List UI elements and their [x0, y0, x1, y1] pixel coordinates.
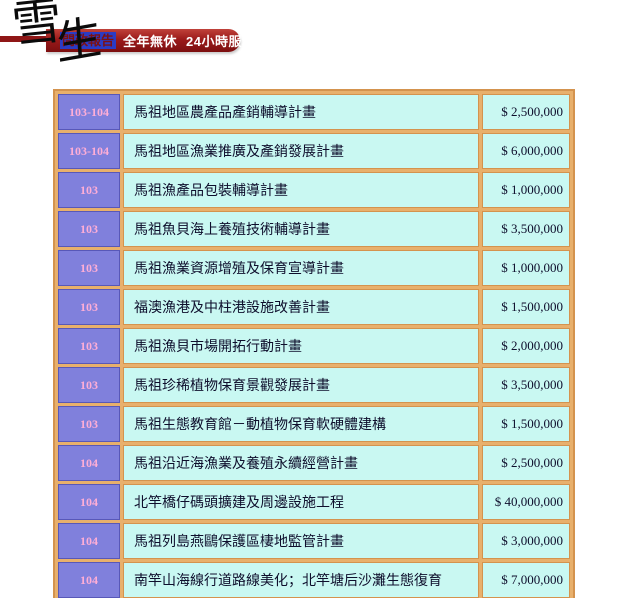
table-row: 103 馬祖魚貝海上養殖技術輔導計畫 $ 3,500,000 — [58, 211, 570, 247]
calligraphy-logo: 雪生 — [9, 0, 108, 71]
report-badge: 問政報告 — [60, 32, 117, 49]
amount-cell: $ 2,000,000 — [482, 328, 570, 364]
year-cell: 104 — [58, 562, 120, 598]
project-title-cell: 北竿橋仔碼頭擴建及周邊設施工程 — [123, 484, 479, 520]
year-cell: 103 — [58, 211, 120, 247]
year-cell: 103-104 — [58, 133, 120, 169]
amount-cell: $ 1,000,000 — [482, 250, 570, 286]
year-cell: 104 — [58, 484, 120, 520]
amount-cell: $ 3,500,000 — [482, 367, 570, 403]
table-row: 103 馬祖漁產品包裝輔導計畫 $ 1,000,000 — [58, 172, 570, 208]
table-row: 103 馬祖漁貝市場開拓行動計畫 $ 2,000,000 — [58, 328, 570, 364]
project-title-cell: 馬祖漁貝市場開拓行動計畫 — [123, 328, 479, 364]
amount-cell: $ 1,500,000 — [482, 289, 570, 325]
amount-cell: $ 2,500,000 — [482, 445, 570, 481]
year-cell: 103 — [58, 367, 120, 403]
project-title-cell: 馬祖魚貝海上養殖技術輔導計畫 — [123, 211, 479, 247]
amount-cell: $ 6,000,000 — [482, 133, 570, 169]
table-row: 103-104 馬祖地區農產品產銷輔導計畫 $ 2,500,000 — [58, 94, 570, 130]
amount-cell: $ 1,000,000 — [482, 172, 570, 208]
banner-slogan: 全年無休 24小時服務 — [123, 31, 255, 50]
amount-cell: $ 7,000,000 — [482, 562, 570, 598]
banner-slogan-part2: 24小時服務 — [186, 34, 256, 49]
table-row: 104 馬祖沿近海漁業及養殖永續經營計畫 $ 2,500,000 — [58, 445, 570, 481]
project-title-cell: 福澳漁港及中柱港設施改善計畫 — [123, 289, 479, 325]
budget-table: 103-104 馬祖地區農產品產銷輔導計畫 $ 2,500,000 103-10… — [53, 89, 575, 598]
year-cell: 103-104 — [58, 94, 120, 130]
project-title-cell: 馬祖沿近海漁業及養殖永續經營計畫 — [123, 445, 479, 481]
table-row: 103 福澳漁港及中柱港設施改善計畫 $ 1,500,000 — [58, 289, 570, 325]
year-cell: 103 — [58, 289, 120, 325]
report-banner: 問政報告 全年無休 24小時服務 — [46, 29, 255, 52]
amount-cell: $ 3,500,000 — [482, 211, 570, 247]
table-row: 104 北竿橋仔碼頭擴建及周邊設施工程 $ 40,000,000 — [58, 484, 570, 520]
year-cell: 103 — [58, 172, 120, 208]
project-title-cell: 馬祖漁業資源增殖及保育宣導計畫 — [123, 250, 479, 286]
project-title-cell: 馬祖地區農產品產銷輔導計畫 — [123, 94, 479, 130]
year-cell: 103 — [58, 406, 120, 442]
amount-cell: $ 3,000,000 — [482, 523, 570, 559]
table-row: 104 南竿山海線行道路線美化；北竿塘后沙灘生態復育 $ 7,000,000 — [58, 562, 570, 598]
year-cell: 104 — [58, 523, 120, 559]
budget-table-body: 103-104 馬祖地區農產品產銷輔導計畫 $ 2,500,000 103-10… — [58, 94, 570, 598]
project-title-cell: 馬祖地區漁業推廣及產銷發展計畫 — [123, 133, 479, 169]
table-row: 103 馬祖漁業資源增殖及保育宣導計畫 $ 1,000,000 — [58, 250, 570, 286]
banner-slogan-part1: 全年無休 — [123, 34, 178, 49]
table-row: 104 馬祖列島燕鷗保護區棲地監管計畫 $ 3,000,000 — [58, 523, 570, 559]
year-cell: 103 — [58, 328, 120, 364]
amount-cell: $ 2,500,000 — [482, 94, 570, 130]
table-row: 103-104 馬祖地區漁業推廣及產銷發展計畫 $ 6,000,000 — [58, 133, 570, 169]
year-cell: 103 — [58, 250, 120, 286]
year-cell: 104 — [58, 445, 120, 481]
table-row: 103 馬祖生態教育館－動植物保育軟硬體建構 $ 1,500,000 — [58, 406, 570, 442]
project-title-cell: 馬祖珍稀植物保育景觀發展計畫 — [123, 367, 479, 403]
table-row: 103 馬祖珍稀植物保育景觀發展計畫 $ 3,500,000 — [58, 367, 570, 403]
logo-character-2: 生 — [54, 8, 104, 72]
amount-cell: $ 40,000,000 — [482, 484, 570, 520]
project-title-cell: 馬祖漁產品包裝輔導計畫 — [123, 172, 479, 208]
banner-rule — [0, 36, 72, 42]
project-title-cell: 馬祖生態教育館－動植物保育軟硬體建構 — [123, 406, 479, 442]
project-title-cell: 南竿山海線行道路線美化；北竿塘后沙灘生態復育 — [123, 562, 479, 598]
amount-cell: $ 1,500,000 — [482, 406, 570, 442]
page-header: 問政報告 全年無休 24小時服務 雪生 — [0, 0, 620, 89]
project-title-cell: 馬祖列島燕鷗保護區棲地監管計畫 — [123, 523, 479, 559]
